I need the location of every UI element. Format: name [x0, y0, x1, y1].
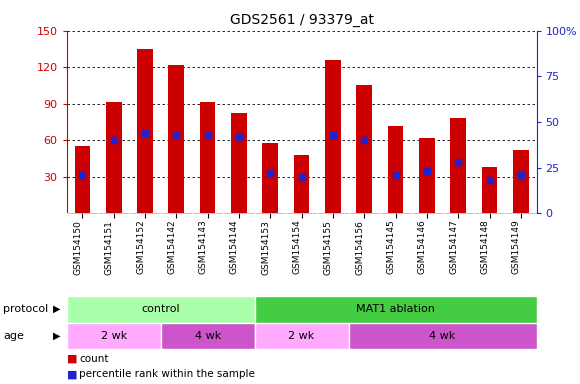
Text: GSM154142: GSM154142 [167, 220, 176, 274]
Text: GSM154151: GSM154151 [104, 220, 114, 275]
Text: ■: ■ [67, 354, 77, 364]
Text: age: age [3, 331, 24, 341]
Bar [67, 296, 255, 323]
Text: count: count [79, 354, 109, 364]
Text: ▶: ▶ [53, 331, 60, 341]
Bar [169, 65, 184, 213]
Bar [137, 49, 153, 213]
Bar [325, 60, 341, 213]
Text: percentile rank within the sample: percentile rank within the sample [79, 369, 255, 379]
Bar [231, 113, 247, 213]
Title: GDS2561 / 93379_at: GDS2561 / 93379_at [230, 13, 374, 27]
Bar [450, 118, 466, 213]
Bar [255, 323, 349, 349]
Text: GSM154144: GSM154144 [230, 220, 239, 274]
Text: GSM154153: GSM154153 [261, 220, 270, 275]
Text: GSM154148: GSM154148 [480, 220, 490, 275]
Bar [74, 146, 90, 213]
Text: control: control [142, 304, 180, 314]
Text: GSM154150: GSM154150 [73, 220, 82, 275]
Bar [293, 155, 310, 213]
Text: MAT1 ablation: MAT1 ablation [356, 304, 435, 314]
Text: GSM154155: GSM154155 [324, 220, 333, 275]
Bar [419, 138, 435, 213]
Text: ▶: ▶ [53, 304, 60, 314]
Bar [262, 142, 278, 213]
Text: GSM154143: GSM154143 [198, 220, 208, 275]
Text: 4 wk: 4 wk [429, 331, 456, 341]
Bar [387, 126, 404, 213]
Text: 4 wk: 4 wk [194, 331, 221, 341]
Text: GSM154149: GSM154149 [512, 220, 521, 275]
Bar [200, 103, 216, 213]
Bar [481, 167, 498, 213]
Bar [513, 150, 528, 213]
Bar [161, 323, 255, 349]
Text: protocol: protocol [3, 304, 48, 314]
Text: ■: ■ [67, 369, 77, 379]
Text: GSM154152: GSM154152 [136, 220, 145, 275]
Text: GSM154145: GSM154145 [386, 220, 396, 275]
Text: 2 wk: 2 wk [100, 331, 127, 341]
Text: GSM154146: GSM154146 [418, 220, 427, 275]
Bar [67, 323, 161, 349]
Bar [255, 296, 536, 323]
Bar [349, 323, 536, 349]
Text: 2 wk: 2 wk [288, 331, 315, 341]
Text: GSM154154: GSM154154 [292, 220, 302, 275]
Bar [356, 86, 372, 213]
Text: GSM154147: GSM154147 [449, 220, 458, 275]
Bar [106, 103, 122, 213]
Text: GSM154156: GSM154156 [355, 220, 364, 275]
